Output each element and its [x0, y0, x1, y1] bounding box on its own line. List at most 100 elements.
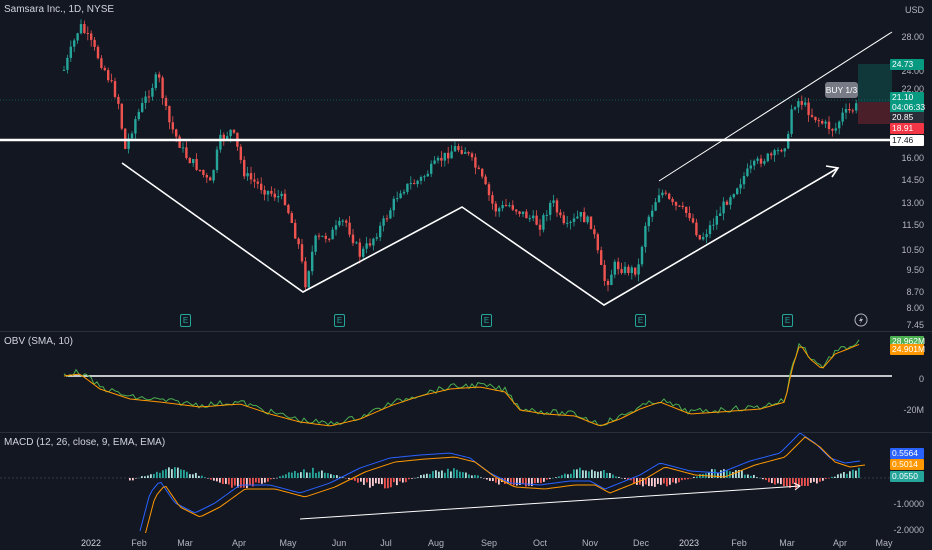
histogram-bar	[531, 478, 533, 487]
candle-body	[793, 107, 797, 110]
histogram-bar	[519, 478, 521, 485]
obv-sma-line	[63, 343, 860, 427]
histogram-bar	[825, 478, 827, 479]
histogram-bar	[804, 478, 806, 486]
candle-body	[304, 261, 307, 288]
candle-body	[671, 198, 674, 203]
candle-body	[613, 261, 616, 275]
histogram-bar	[450, 471, 452, 478]
histogram-bar	[336, 475, 338, 478]
price-pane[interactable]: Samsara Inc., 1D, NYSE USD 28.00 24.00 22.…	[0, 0, 932, 331]
earnings-icon[interactable]: E	[334, 314, 345, 327]
histogram-bar	[654, 478, 656, 487]
obv-tick-0: 0	[918, 374, 924, 384]
macd-histogram	[129, 467, 860, 489]
histogram-bar	[246, 478, 248, 489]
candle-body	[379, 225, 382, 238]
pane-divider[interactable]	[0, 331, 932, 332]
histogram-bar	[498, 478, 500, 485]
histogram-bar	[393, 478, 395, 483]
price-tag: 21.10	[890, 92, 924, 103]
candle-body	[409, 183, 412, 185]
price-tick: 24.00	[901, 66, 924, 76]
candle-body	[175, 129, 178, 137]
candle-body	[205, 174, 208, 178]
candle-body	[294, 222, 297, 239]
candle-body	[606, 280, 610, 286]
histogram-bar	[522, 478, 524, 484]
histogram-bar	[300, 472, 302, 478]
histogram-bar	[384, 478, 386, 489]
candle-body	[270, 190, 273, 194]
candle-body	[586, 216, 589, 223]
histogram-bar	[183, 469, 185, 478]
candle-body	[103, 67, 106, 71]
candle-body	[382, 218, 385, 226]
histogram-bar	[834, 476, 836, 478]
histogram-bar	[132, 478, 134, 481]
candle-body	[753, 160, 756, 166]
histogram-bar	[540, 478, 542, 484]
candle-body	[430, 163, 433, 174]
histogram-bar	[294, 470, 296, 478]
earnings-icon[interactable]: E	[180, 314, 191, 327]
histogram-bar	[744, 474, 746, 478]
price-tick: 9.50	[906, 265, 924, 275]
macd-chart[interactable]	[0, 433, 932, 533]
obv-chart[interactable]	[0, 332, 932, 432]
histogram-bar	[180, 469, 182, 478]
histogram-bar	[129, 478, 131, 481]
candle-body	[688, 212, 691, 219]
earnings-icon[interactable]: E	[782, 314, 793, 327]
candle-body	[413, 183, 416, 185]
histogram-bar	[312, 467, 314, 478]
price-tick: 13.00	[901, 198, 924, 208]
histogram-bar	[405, 478, 407, 483]
earnings-icon[interactable]: E	[635, 314, 646, 327]
candle-body	[256, 181, 259, 184]
histogram-bar	[342, 477, 344, 478]
histogram-bar	[447, 468, 449, 478]
histogram-bar	[609, 472, 611, 478]
candle-body	[674, 202, 678, 206]
lightning-icon[interactable]	[854, 313, 868, 327]
obv-line	[63, 339, 860, 426]
candle-body	[464, 152, 467, 154]
candle-body	[372, 238, 375, 246]
pane-divider[interactable]	[0, 432, 932, 433]
histogram-bar	[735, 470, 737, 478]
time-tick: Apr	[832, 538, 848, 548]
histogram-bar	[267, 478, 269, 482]
histogram-bar	[663, 478, 665, 484]
candle-body	[457, 146, 460, 150]
histogram-bar	[747, 474, 749, 478]
candle-body	[770, 153, 773, 156]
histogram-bar	[687, 478, 689, 480]
candle-body	[226, 136, 229, 140]
candle-body	[263, 190, 266, 195]
histogram-bar	[216, 478, 218, 482]
candle-body	[773, 150, 776, 156]
time-tick: Mar	[177, 538, 193, 548]
histogram-bar	[204, 477, 206, 478]
candle-body	[137, 111, 140, 120]
histogram-bar	[264, 478, 266, 483]
time-tick: Feb	[131, 538, 147, 548]
price-chart[interactable]	[0, 0, 932, 331]
histogram-bar	[171, 469, 173, 478]
candle-body	[644, 226, 647, 247]
candle-body	[110, 80, 113, 82]
histogram-bar	[798, 478, 800, 487]
buy-order-label[interactable]: BUY 1/3	[825, 82, 858, 98]
candle-body	[151, 87, 154, 97]
earnings-icon[interactable]: E	[481, 314, 492, 327]
obv-pane[interactable]: OBV (SMA, 10) 0 -20M 28.962M 24.901M	[0, 332, 932, 432]
candle-body	[334, 225, 338, 230]
histogram-bar	[156, 471, 158, 478]
candle-body	[164, 98, 168, 107]
candle-body	[715, 215, 718, 225]
candle-body	[351, 234, 355, 244]
candle-body	[453, 146, 457, 152]
histogram-bar	[366, 478, 368, 483]
macd-pane[interactable]: MACD (12, 26, close, 9, EMA, EMA) -1.000…	[0, 433, 932, 535]
